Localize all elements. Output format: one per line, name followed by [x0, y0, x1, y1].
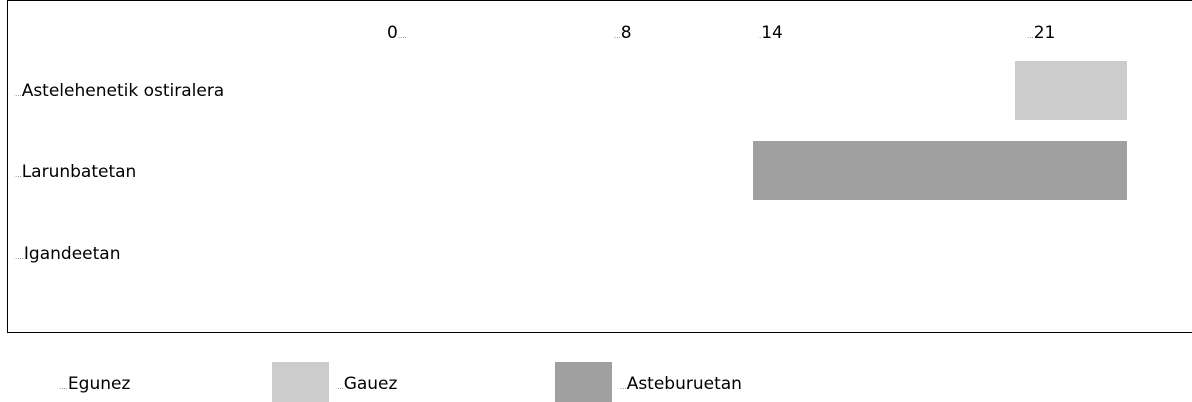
x-tick-8: ...8 — [614, 23, 632, 43]
x-tick-0: 0.... — [387, 23, 407, 43]
bar-gauez-weekdays — [1015, 61, 1127, 120]
legend-swatch-asteburuetan — [555, 362, 612, 402]
chart-frame — [7, 0, 1192, 333]
legend-swatch-gauez — [272, 362, 329, 402]
legend-label-asteburuetan: ...Asteburuetan — [620, 374, 742, 394]
category-label-sundays: ....Igandeetan — [15, 244, 121, 264]
x-tick-14: .14 — [759, 23, 783, 43]
legend-label-egunez: ....Egunez — [59, 374, 131, 394]
x-tick-21: ...21 — [1027, 23, 1056, 43]
bar-asteburuetan-saturdays — [753, 141, 1127, 200]
legend-label-gauez: ...Gauez — [337, 374, 398, 394]
category-label-weekdays: ...Astelehenetik ostiralera — [15, 81, 225, 101]
category-label-saturdays: ...Larunbatetan — [15, 162, 137, 182]
